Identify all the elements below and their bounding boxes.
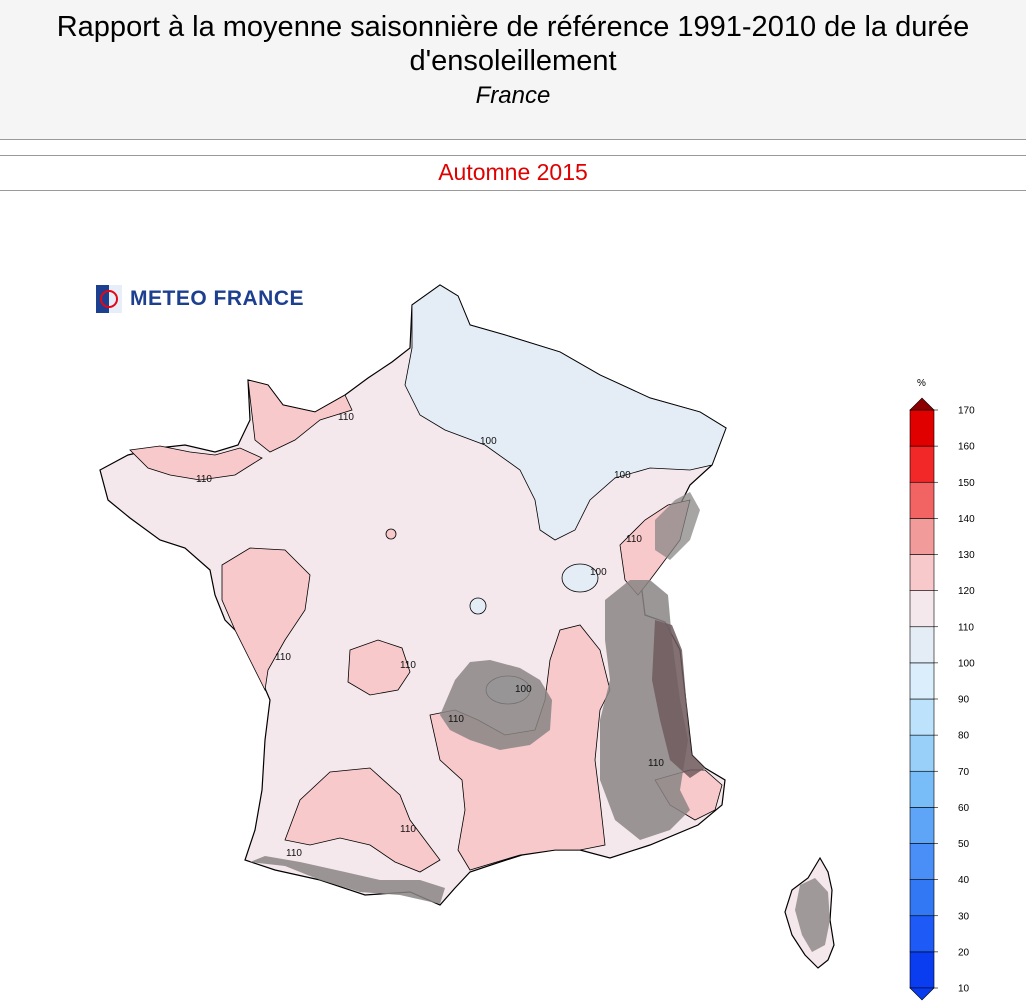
legend-overflow-arrow xyxy=(909,397,935,411)
legend-unit: % xyxy=(917,378,926,389)
legend-band xyxy=(909,951,935,989)
legend-band xyxy=(909,734,935,772)
legend-tick-label: 80 xyxy=(958,731,970,742)
legend-tick-label: 160 xyxy=(958,442,975,453)
header: Rapport à la moyenne saisonnière de réfé… xyxy=(0,0,1026,140)
legend-band xyxy=(909,915,935,953)
above-normal-zone-west xyxy=(221,547,311,692)
logo: METEO FRANCE xyxy=(96,284,304,314)
below-normal-zone-northeast xyxy=(404,284,727,541)
legend-tick-label: 90 xyxy=(958,695,970,706)
legend-tick-label: 170 xyxy=(958,406,975,417)
legend-tick-label: 30 xyxy=(958,911,970,922)
page-title-line1: Rapport à la moyenne saisonnière de réfé… xyxy=(56,11,970,43)
relief-corsica xyxy=(795,878,830,952)
legend-band xyxy=(909,662,935,700)
legend-band xyxy=(909,807,935,844)
legend-band xyxy=(909,590,935,628)
legend-band xyxy=(909,879,935,917)
relief-pyrenees xyxy=(250,856,445,904)
contour-label: 100 xyxy=(480,436,497,447)
legend-band xyxy=(909,843,935,880)
legend-tick-label: 40 xyxy=(958,875,970,886)
legend-band xyxy=(909,445,935,483)
legend-underflow-arrow xyxy=(909,987,935,1001)
above-normal-zone-brittany xyxy=(129,445,263,481)
contour-label: 110 xyxy=(286,848,302,859)
contour-label: 110 xyxy=(400,824,416,835)
below-normal-spot-small xyxy=(469,597,487,615)
legend-band xyxy=(909,770,935,808)
legend-band xyxy=(909,554,935,591)
contour-label: 110 xyxy=(275,652,291,663)
above-normal-zone-southwest xyxy=(284,767,441,873)
meteo-france-logo-icon xyxy=(96,285,122,313)
region-subtitle: France xyxy=(475,82,551,109)
above-normal-spot xyxy=(385,528,397,540)
relief-dark-alps xyxy=(652,620,705,778)
legend-tick-label: 100 xyxy=(958,658,975,669)
contour-label: 110 xyxy=(648,758,664,769)
legend-tick-label: 60 xyxy=(958,803,970,814)
contour-label: 110 xyxy=(196,474,212,485)
legend-tick-label: 20 xyxy=(958,947,970,958)
legend-tick-label: 110 xyxy=(958,622,974,633)
season-label: Automne 2015 xyxy=(0,155,1026,191)
contour-label: 110 xyxy=(400,660,416,671)
legend-tick-label: 130 xyxy=(958,550,975,561)
legend-band xyxy=(909,481,935,519)
above-normal-zone-center xyxy=(347,639,411,696)
contour-label: 110 xyxy=(626,534,642,545)
legend-band xyxy=(909,626,935,664)
below-normal-spot-center xyxy=(561,563,599,593)
legend-tick-label: 150 xyxy=(958,478,975,489)
contour-label: 110 xyxy=(338,412,354,423)
legend-band xyxy=(909,409,935,447)
contour-label: 100 xyxy=(590,567,607,578)
relief-massif-central xyxy=(440,660,552,750)
legend-tick-label: 120 xyxy=(958,586,975,597)
contour-label: 110 xyxy=(448,714,464,725)
above-normal-zone-normandy xyxy=(247,379,353,453)
legend-tick-label: 140 xyxy=(958,514,975,525)
relief-alps-north xyxy=(655,492,700,560)
legend-band xyxy=(909,518,935,555)
legend-colorbar: 10 20 30 40 50 60 70 80 90 100 110 120 130 140 150 160 1… xyxy=(909,397,975,1001)
legend-tick-label: 10 xyxy=(958,984,970,995)
page-title-line2: d'ensoleillement xyxy=(409,45,617,77)
logo-text: METEO FRANCE xyxy=(130,287,304,310)
legend-tick-label: 50 xyxy=(958,839,970,850)
contour-label: 100 xyxy=(515,684,532,695)
contour-label: 100 xyxy=(614,470,631,481)
legend-band xyxy=(909,698,935,736)
legend-tick-label: 70 xyxy=(958,767,970,778)
